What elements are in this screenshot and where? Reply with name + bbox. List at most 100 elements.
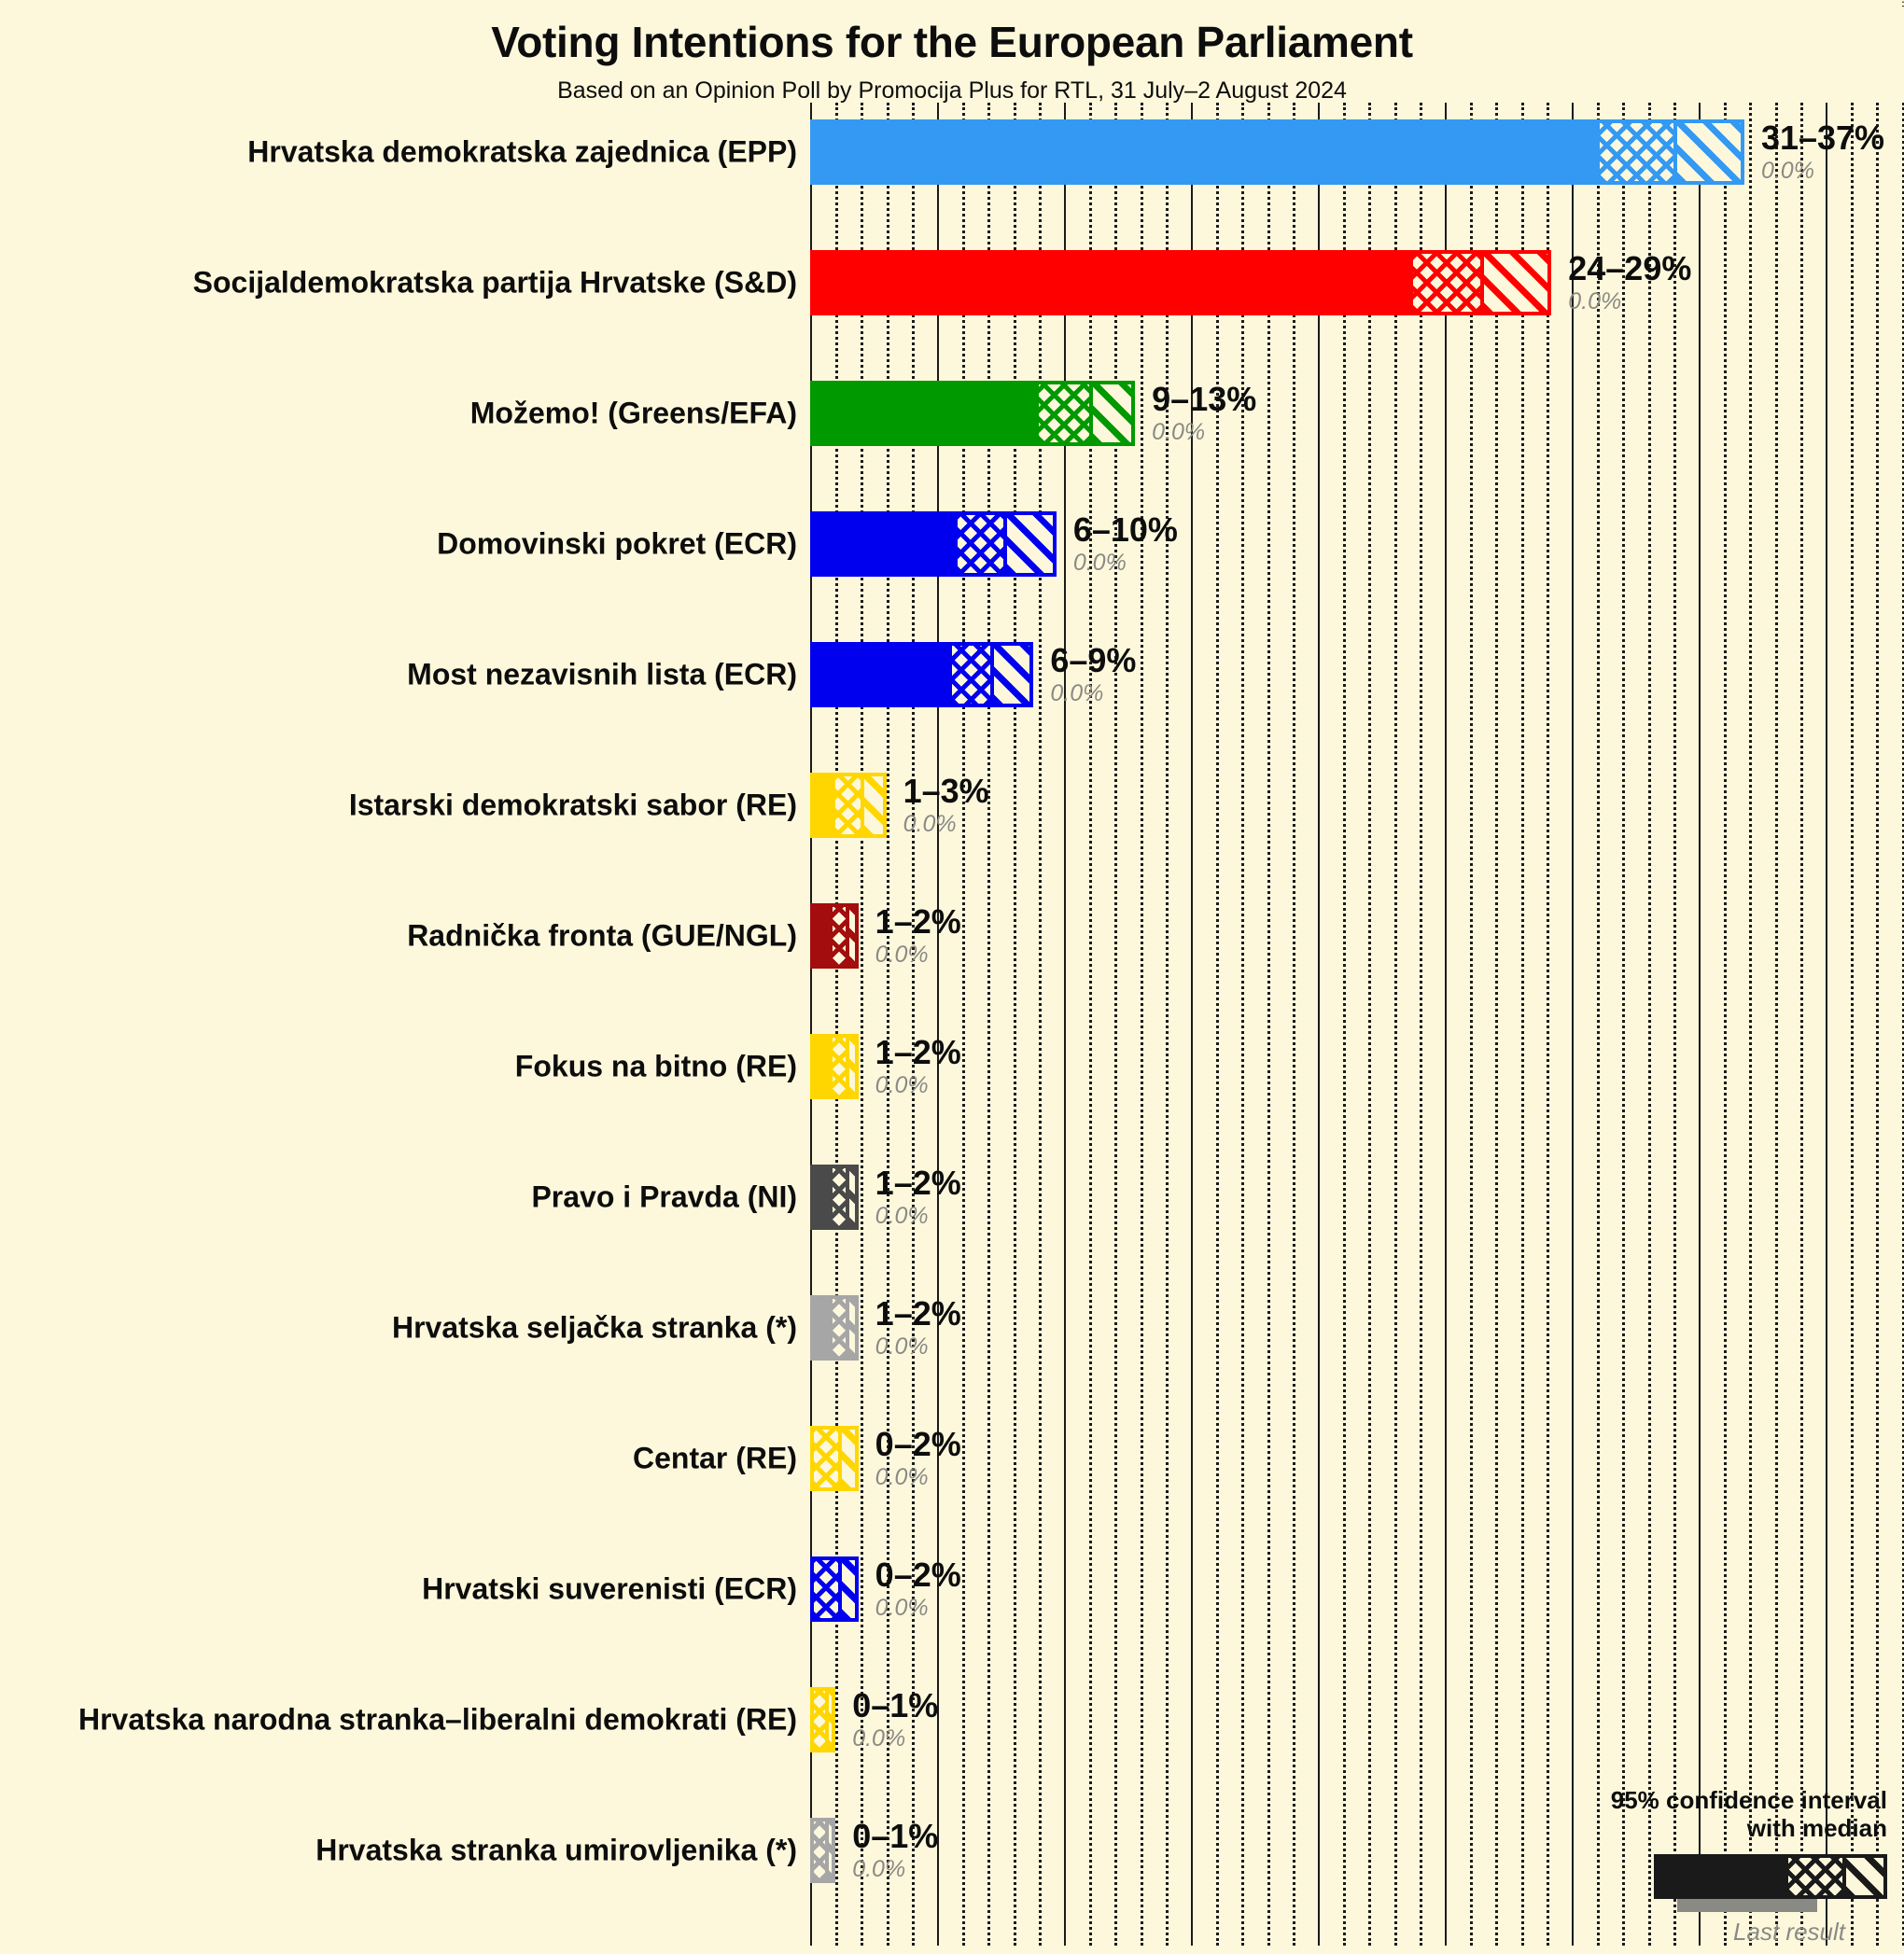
confidence-interval-bar: [810, 1295, 859, 1361]
legend-line-1: 95% confidence interval: [1610, 1786, 1887, 1815]
party-range-value: 6–10%: [1072, 510, 1178, 549]
confidence-interval-bar: [810, 1034, 859, 1099]
legend-last-result-caption: Last result: [1733, 1918, 1845, 1946]
legend-segment-lower-bound: [1658, 1858, 1788, 1895]
gridline-minor: [1393, 103, 1397, 1946]
legend-segment-median: [1788, 1858, 1842, 1895]
party-row: Hrvatska seljačka stranka (*) 1–2% 0.0%: [0, 1295, 1904, 1361]
gridline-minor: [861, 103, 864, 1946]
party-last-result-value: 0.0%: [852, 1725, 906, 1752]
party-label: Pravo i Pravda (NI): [531, 1179, 797, 1214]
gridline-minor: [1114, 103, 1118, 1946]
gridline-minor: [1901, 103, 1904, 1946]
gridline-minor: [1419, 103, 1422, 1946]
gridline-minor: [962, 103, 966, 1946]
gridline-minor: [1799, 103, 1803, 1946]
bar-segment-median: [833, 1038, 847, 1096]
gridline-minor: [1368, 103, 1372, 1946]
party-value-block: 6–9% 0.0%: [1050, 644, 1136, 705]
bar-segment-median: [1599, 123, 1673, 181]
bar-segment-median: [814, 1430, 838, 1487]
bar-segment-median: [814, 1691, 826, 1749]
gridline-minor: [1647, 103, 1651, 1946]
party-value-block: 1–3% 0.0%: [903, 775, 989, 836]
party-row: Hrvatska demokratska zajednica (EPP) 31–3…: [0, 119, 1904, 185]
legend-sample-bar: [1654, 1854, 1887, 1899]
bar-segment-lower-bound: [814, 1168, 833, 1226]
gridline-minor: [1724, 103, 1728, 1946]
gridline-minor: [1216, 103, 1220, 1946]
gridline-minor: [1470, 103, 1474, 1946]
bar-segment-upper-bound: [1673, 123, 1741, 181]
party-label: Hrvatska stranka umirovljenika (*): [315, 1833, 797, 1867]
gridline-minor: [1876, 103, 1880, 1946]
bar-segment-upper-bound: [861, 776, 883, 834]
party-row: Socijaldemokratska partija Hrvatske (S&D…: [0, 250, 1904, 315]
party-label: Radnička fronta (GUE/NGL): [407, 918, 797, 953]
bar-segment-median: [952, 646, 991, 704]
confidence-interval-bar: [810, 903, 859, 969]
party-row: Pravo i Pravda (NI) 1–2% 0.0%: [0, 1165, 1904, 1230]
bar-segment-upper-bound: [1002, 515, 1053, 573]
gridline-minor: [1013, 103, 1016, 1946]
bar-segment-lower-bound: [814, 254, 1413, 312]
party-row: Radnička fronta (GUE/NGL) 1–2% 0.0%: [0, 903, 1904, 969]
bar-segment-lower-bound: [814, 123, 1600, 181]
party-row: Hrvatski suverenisti (ECR) 0–2% 0.0%: [0, 1556, 1904, 1622]
legend-line-2: with median: [1746, 1814, 1887, 1843]
gridline-major: [937, 103, 939, 1946]
party-value-block: 0–1% 0.0%: [852, 1689, 938, 1751]
gridline-major: [1572, 103, 1574, 1946]
gridline-minor: [1673, 103, 1676, 1946]
confidence-interval-bar: [810, 511, 1057, 577]
party-value-block: 1–2% 0.0%: [875, 905, 961, 967]
confidence-interval-bar: [810, 1687, 836, 1752]
gridline-minor: [911, 103, 915, 1946]
party-range-value: 0–1%: [852, 1686, 939, 1724]
gridline-minor: [1292, 103, 1295, 1946]
confidence-interval-bar: [810, 642, 1034, 707]
party-value-block: 1–2% 0.0%: [875, 1166, 961, 1228]
party-last-result-value: 0.0%: [1152, 419, 1206, 445]
gridline-minor: [1140, 103, 1143, 1946]
party-last-result-value: 0.0%: [1050, 680, 1104, 706]
party-last-result-value: 0.0%: [1760, 158, 1814, 184]
party-label: Socijaldemokratska partija Hrvatske (S&D…: [192, 265, 797, 300]
party-range-value: 24–29%: [1568, 249, 1692, 287]
bar-segment-median: [833, 1299, 847, 1357]
gridline-major: [1445, 103, 1447, 1946]
bar-segment-lower-bound: [814, 776, 836, 834]
party-row: Istarski demokratski sabor (RE) 1–3% 0.0%: [0, 773, 1904, 838]
party-value-block: 0–1% 0.0%: [852, 1820, 938, 1881]
gridline-minor: [886, 103, 889, 1946]
bar-segment-upper-bound: [846, 1038, 855, 1096]
party-range-value: 6–9%: [1050, 641, 1137, 679]
bar-segment-upper-bound: [837, 1560, 855, 1618]
plot-area: [810, 103, 1904, 1946]
gridline-minor: [1597, 103, 1601, 1946]
party-label: Možemo! (Greens/EFA): [469, 396, 797, 430]
party-value-block: 0–2% 0.0%: [875, 1428, 961, 1489]
gridline-major: [1699, 103, 1701, 1946]
gridline-minor: [1622, 103, 1626, 1946]
party-label: Hrvatska narodna stranka–liberalni demok…: [77, 1702, 797, 1737]
gridline-minor: [1343, 103, 1347, 1946]
bar-segment-lower-bound: [814, 1299, 833, 1357]
party-range-value: 1–2%: [875, 1033, 961, 1071]
bar-segment-lower-bound: [814, 515, 958, 573]
bar-segment-lower-bound: [814, 1038, 833, 1096]
party-label: Istarski demokratski sabor (RE): [348, 788, 797, 822]
party-range-value: 31–37%: [1760, 119, 1885, 157]
party-range-value: 0–2%: [875, 1425, 961, 1463]
party-row: Most nezavisnih lista (ECR) 6–9% 0.0%: [0, 642, 1904, 707]
bar-segment-upper-bound: [825, 1821, 833, 1879]
gridline-major: [1318, 103, 1320, 1946]
gridline-minor: [1749, 103, 1753, 1946]
confidence-interval-bar: [810, 773, 887, 838]
bar-segment-median: [1413, 254, 1481, 312]
party-last-result-value: 0.0%: [875, 942, 929, 968]
bar-segment-upper-bound: [846, 1168, 855, 1226]
party-last-result-value: 0.0%: [875, 1072, 929, 1098]
gridline-major: [1191, 103, 1193, 1946]
bar-segment-upper-bound: [837, 1430, 855, 1487]
